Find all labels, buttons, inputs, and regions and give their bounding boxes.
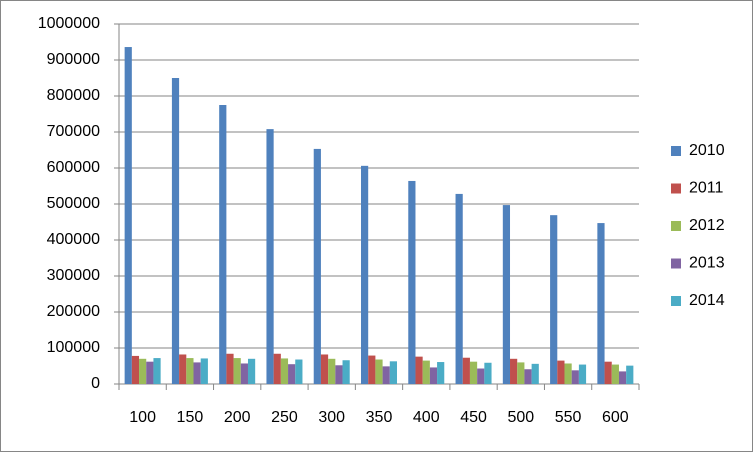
bar <box>153 358 161 384</box>
bar <box>375 359 383 384</box>
bar <box>186 358 194 384</box>
bar <box>124 47 132 384</box>
bar <box>131 355 140 384</box>
bar <box>564 363 572 384</box>
y-tick-label: 0 <box>91 375 100 392</box>
bar <box>618 371 627 384</box>
bar <box>550 215 558 384</box>
bar <box>524 369 532 384</box>
y-tick-label: 100000 <box>47 339 100 356</box>
bar <box>171 78 180 384</box>
x-tick-label: 150 <box>177 409 204 426</box>
bar <box>389 361 397 384</box>
bar <box>266 129 274 384</box>
y-tick-label: 1000000 <box>38 15 100 32</box>
bar <box>462 357 470 384</box>
bar <box>320 354 329 384</box>
legend-label: 2013 <box>689 255 725 272</box>
x-tick-label: 100 <box>129 409 156 426</box>
bar <box>328 358 336 384</box>
bar <box>361 165 369 384</box>
bar <box>469 361 478 384</box>
x-tick-label: 300 <box>318 409 345 426</box>
bar <box>368 355 376 384</box>
bar <box>295 359 303 384</box>
bar <box>219 105 227 384</box>
legend-swatch <box>671 183 681 194</box>
bar <box>193 362 201 384</box>
bar <box>313 148 321 384</box>
bar <box>226 353 234 384</box>
y-tick-label: 600000 <box>47 159 100 176</box>
y-tick-label: 300000 <box>47 267 100 284</box>
bar <box>437 362 445 384</box>
y-tick-label: 700000 <box>47 123 100 140</box>
bar <box>146 361 154 384</box>
legend-label: 2010 <box>689 142 725 159</box>
x-tick-label: 200 <box>224 409 251 426</box>
bar <box>578 364 587 384</box>
bar <box>280 358 289 384</box>
bar <box>342 360 350 384</box>
bar <box>179 354 187 384</box>
bar <box>139 358 147 384</box>
bar <box>382 366 390 384</box>
x-tick-label: 550 <box>555 409 582 426</box>
y-tick-label: 800000 <box>47 87 100 104</box>
bar <box>273 353 281 384</box>
x-tick-label: 500 <box>507 409 534 426</box>
bar <box>429 367 438 384</box>
bar <box>455 193 463 384</box>
legend-swatch <box>671 146 681 156</box>
bar <box>626 365 634 384</box>
bar <box>335 365 343 384</box>
x-tick-label: 400 <box>413 409 440 426</box>
bar <box>240 363 248 384</box>
bar <box>247 358 256 384</box>
bar <box>502 205 511 384</box>
legend-swatch <box>671 296 681 306</box>
y-tick-label: 400000 <box>47 231 100 248</box>
x-tick-label: 350 <box>366 409 393 426</box>
legend-label: 2014 <box>689 292 725 309</box>
legend-swatch <box>671 258 681 269</box>
bar <box>288 364 296 384</box>
bar <box>408 180 416 384</box>
x-tick-label: 450 <box>460 409 487 426</box>
y-tick-label: 900000 <box>47 51 100 68</box>
y-tick-label: 200000 <box>47 303 100 320</box>
bar <box>531 363 539 384</box>
bar <box>415 356 423 384</box>
legend-label: 2012 <box>689 217 725 234</box>
x-tick-label: 600 <box>602 409 629 426</box>
bar <box>597 223 605 384</box>
legend-label: 2011 <box>689 180 724 197</box>
x-tick-label: 250 <box>271 409 298 426</box>
bar <box>611 364 619 384</box>
bar <box>200 358 208 384</box>
bar <box>477 368 485 384</box>
bar <box>557 360 565 384</box>
legend-swatch <box>671 221 681 231</box>
bar <box>510 358 518 384</box>
bar <box>604 361 612 384</box>
bar <box>422 360 430 384</box>
bar <box>484 362 492 384</box>
bar <box>571 370 579 384</box>
bar <box>517 362 525 384</box>
y-tick-label: 500000 <box>47 195 100 212</box>
bar <box>233 358 241 384</box>
